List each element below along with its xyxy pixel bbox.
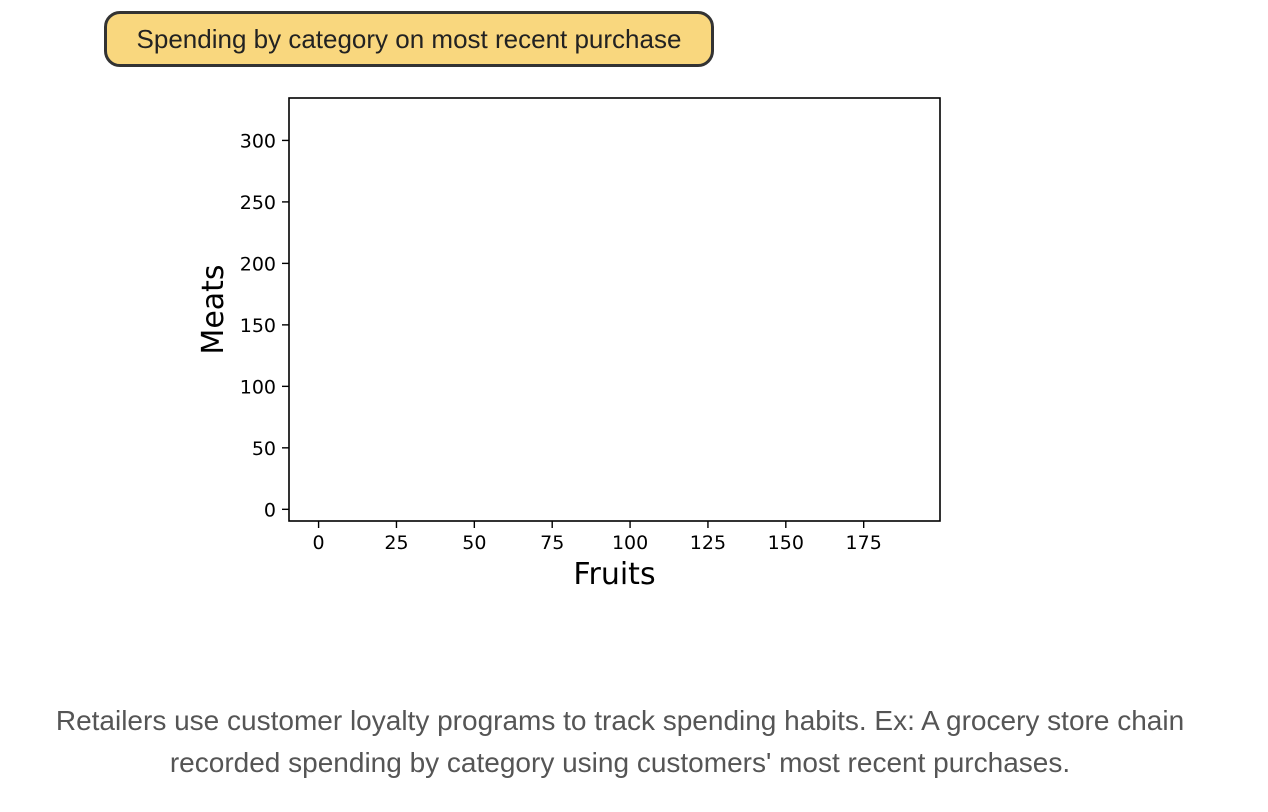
x-tick-label: 75: [540, 532, 564, 554]
y-tick-label: 150: [240, 315, 276, 337]
y-tick-label: 100: [240, 376, 276, 398]
x-tick-label: 0: [313, 532, 325, 554]
y-tick-label: 250: [240, 192, 276, 214]
x-tick-label: 25: [384, 532, 408, 554]
y-axis-label: Meats: [196, 264, 231, 354]
y-tick-label: 50: [252, 438, 276, 460]
plot-area: [288, 97, 941, 522]
x-tick-label: 50: [462, 532, 486, 554]
chart-title-badge: Spending by category on most recent purc…: [104, 11, 714, 67]
x-tick-label: 150: [768, 532, 804, 554]
x-axis: 0 25 50 75 100 125 150 175: [313, 521, 882, 554]
x-tick-label: 125: [690, 532, 726, 554]
x-tick-label: 175: [846, 532, 882, 554]
x-axis-label: Fruits: [573, 557, 655, 592]
chart-caption: Retailers use customer loyalty programs …: [55, 705, 1185, 778]
x-tick-label: 100: [612, 532, 648, 554]
y-tick-label: 200: [240, 253, 276, 275]
y-tick-label: 0: [264, 499, 276, 521]
y-axis: 0 50 100 150 200 250 300: [240, 130, 289, 521]
scatter-chart: 0 25 50 75 100 125 150 175 0 50 100 150 200 250 300 F…: [196, 97, 941, 592]
y-tick-label: 300: [240, 130, 276, 152]
